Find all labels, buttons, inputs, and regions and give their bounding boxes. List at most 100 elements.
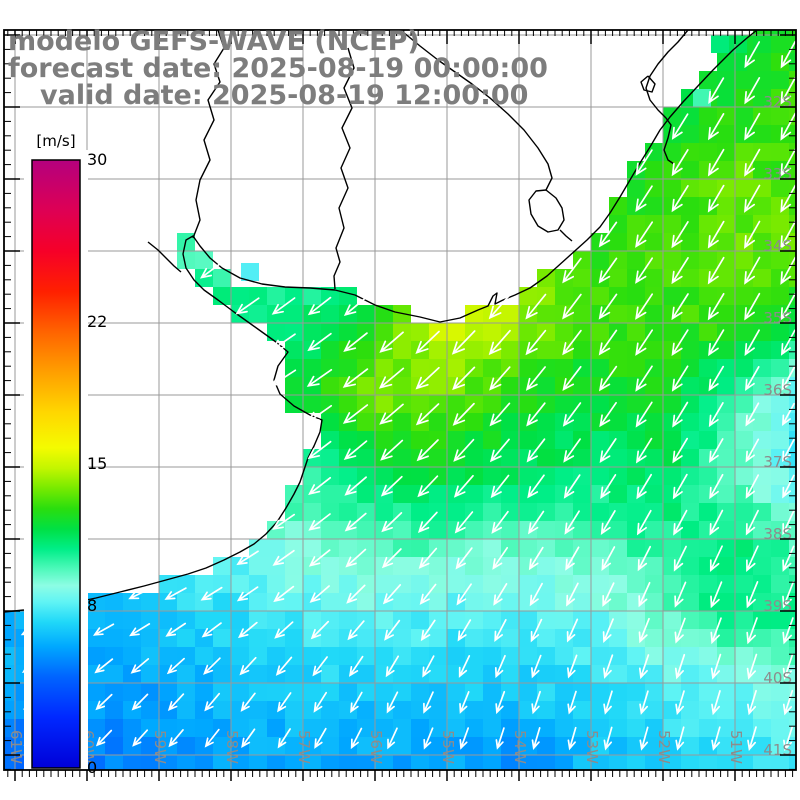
speed-cell bbox=[753, 719, 771, 737]
speed-cell bbox=[555, 503, 573, 521]
speed-cell bbox=[729, 35, 747, 53]
speed-cell bbox=[267, 683, 285, 701]
speed-cell bbox=[789, 431, 796, 449]
wind-arrow bbox=[165, 622, 187, 637]
speed-cell bbox=[591, 521, 609, 539]
speed-cell bbox=[375, 575, 393, 593]
speed-cell bbox=[231, 287, 249, 305]
speed-cell bbox=[771, 431, 789, 449]
speed-cell bbox=[753, 683, 771, 701]
speed-cell bbox=[771, 467, 789, 485]
speed-cell bbox=[249, 701, 267, 719]
wind-arrow bbox=[416, 439, 439, 462]
wind-arrow bbox=[780, 220, 796, 249]
speed-cell bbox=[771, 521, 789, 539]
speed-cell bbox=[735, 611, 753, 629]
speed-cell bbox=[645, 431, 663, 449]
speed-cell bbox=[645, 467, 663, 485]
speed-cell bbox=[699, 449, 717, 467]
speed-cell bbox=[105, 629, 123, 647]
speed-cell bbox=[573, 359, 591, 377]
wind-arrow bbox=[236, 550, 259, 566]
speed-cell bbox=[699, 269, 717, 287]
speed-cell bbox=[465, 647, 483, 665]
speed-cell bbox=[483, 431, 501, 449]
speed-cell bbox=[519, 485, 537, 503]
wind-arrow bbox=[566, 582, 579, 607]
lat-label: 37S bbox=[763, 453, 792, 471]
wind-arrow bbox=[746, 545, 759, 573]
speed-cell bbox=[285, 593, 303, 611]
speed-cell bbox=[645, 449, 663, 467]
speed-cell bbox=[555, 467, 573, 485]
wind-arrow bbox=[674, 617, 686, 644]
speed-cell bbox=[591, 557, 609, 575]
wind-arrow bbox=[671, 257, 689, 285]
speed-cell bbox=[591, 359, 609, 377]
wind-arrow bbox=[528, 546, 544, 571]
speed-cell bbox=[465, 485, 483, 503]
speed-cell bbox=[699, 521, 717, 539]
speed-cell bbox=[753, 53, 771, 71]
speed-cell bbox=[771, 323, 789, 341]
speed-cell bbox=[177, 611, 195, 629]
speed-cell bbox=[537, 683, 555, 701]
speed-cell bbox=[753, 755, 771, 770]
speed-cell bbox=[501, 647, 519, 665]
speed-cell bbox=[735, 395, 753, 413]
speed-cell bbox=[717, 647, 735, 665]
wind-arrow bbox=[527, 474, 545, 499]
speed-cell bbox=[693, 89, 711, 107]
speed-cell bbox=[735, 233, 753, 251]
speed-cell bbox=[303, 737, 321, 755]
wind-arrow bbox=[780, 40, 796, 69]
speed-cell bbox=[645, 557, 663, 575]
speed-cell bbox=[573, 629, 591, 647]
speed-cell bbox=[555, 629, 573, 647]
speed-cell bbox=[789, 323, 796, 341]
speed-cell bbox=[123, 719, 141, 737]
speed-cell bbox=[321, 377, 339, 395]
wind-arrow bbox=[94, 658, 114, 674]
wind-arrow bbox=[488, 293, 511, 320]
speed-cell bbox=[771, 107, 789, 125]
speed-cell bbox=[663, 143, 681, 161]
wind-arrow bbox=[600, 510, 616, 536]
wind-arrow bbox=[378, 367, 405, 389]
wind-arrow bbox=[277, 692, 292, 713]
wind-arrow bbox=[710, 617, 722, 645]
speed-cell bbox=[645, 413, 663, 431]
wind-arrow bbox=[492, 546, 509, 570]
speed-cell bbox=[357, 359, 375, 377]
speed-cell bbox=[627, 557, 645, 575]
wind-arrow bbox=[204, 728, 220, 748]
speed-cell bbox=[681, 251, 699, 269]
speed-cell bbox=[681, 413, 699, 431]
wind-arrow bbox=[423, 691, 434, 714]
speed-cell bbox=[735, 251, 753, 269]
speed-cell bbox=[735, 647, 753, 665]
speed-cell bbox=[537, 431, 555, 449]
wind-arrow bbox=[638, 654, 650, 680]
speed-cell bbox=[339, 611, 357, 629]
speed-cell bbox=[519, 359, 537, 377]
speed-cell bbox=[663, 233, 681, 251]
speed-cell bbox=[465, 629, 483, 647]
wind-arrow bbox=[672, 437, 689, 464]
speed-cell bbox=[753, 377, 771, 395]
speed-cell bbox=[753, 161, 771, 179]
speed-cell bbox=[609, 521, 627, 539]
speed-cell bbox=[645, 611, 663, 629]
speed-cell bbox=[627, 251, 645, 269]
speed-cell bbox=[375, 665, 393, 683]
speed-cell bbox=[375, 611, 393, 629]
speed-cell bbox=[735, 467, 753, 485]
wind-arrow bbox=[270, 369, 297, 387]
speed-cell bbox=[663, 359, 681, 377]
wind-arrow bbox=[567, 654, 578, 679]
speed-cell bbox=[681, 125, 699, 143]
speed-cell bbox=[735, 377, 753, 395]
speed-cell bbox=[483, 755, 501, 770]
river-path bbox=[645, 30, 689, 165]
speed-cell bbox=[231, 557, 249, 575]
